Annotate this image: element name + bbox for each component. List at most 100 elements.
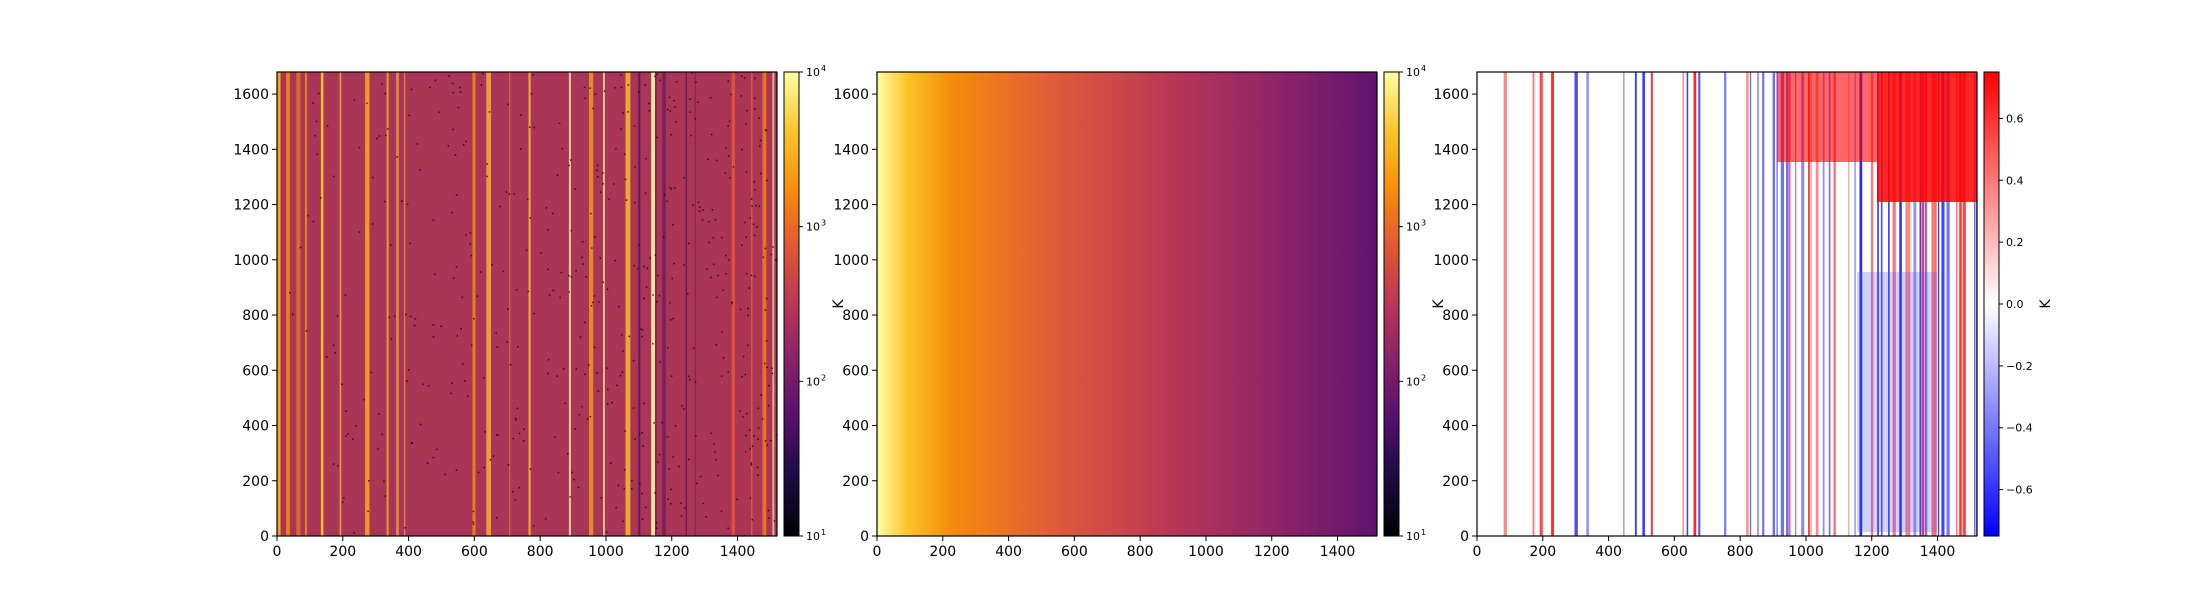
noise-pixel bbox=[509, 364, 512, 366]
residual-stripe bbox=[1946, 72, 1950, 536]
noise-pixel bbox=[456, 335, 458, 337]
noise-pixel bbox=[691, 72, 693, 74]
noise-pixel bbox=[747, 314, 749, 317]
noise-pixel bbox=[739, 308, 742, 311]
noise-pixel bbox=[717, 274, 719, 277]
noise-pixel bbox=[612, 183, 615, 185]
y-tick-label: 1000 bbox=[833, 253, 869, 269]
noise-pixel bbox=[414, 318, 417, 320]
x-tick-label: 600 bbox=[461, 544, 488, 560]
noise-pixel bbox=[390, 244, 392, 246]
colorbar-tick-exponent: 2 bbox=[821, 373, 826, 382]
noise-pixel bbox=[416, 143, 419, 145]
x-tick-label: 600 bbox=[1061, 544, 1088, 560]
noise-pixel bbox=[316, 153, 318, 155]
noise-pixel bbox=[771, 367, 773, 369]
noise-pixel bbox=[675, 81, 678, 83]
noise-pixel bbox=[681, 405, 683, 407]
noise-pixel bbox=[641, 492, 643, 495]
noise-pixel bbox=[648, 110, 651, 112]
noise-pixel bbox=[750, 462, 753, 464]
noise-pixel bbox=[401, 200, 403, 202]
noise-pixel bbox=[749, 497, 752, 499]
noise-pixel bbox=[558, 122, 561, 125]
noise-pixel bbox=[429, 86, 431, 89]
noise-pixel bbox=[764, 309, 767, 311]
noise-pixel bbox=[702, 502, 704, 505]
x-tick-label: 200 bbox=[329, 544, 356, 560]
noise-pixel bbox=[688, 242, 690, 245]
noise-pixel bbox=[548, 294, 551, 296]
noise-pixel bbox=[700, 475, 702, 478]
noise-pixel bbox=[514, 499, 516, 501]
x-tick-label: 0 bbox=[873, 544, 882, 560]
noise-pixel bbox=[436, 448, 438, 451]
noise-pixel bbox=[341, 383, 343, 385]
residual-stripe bbox=[1938, 72, 1940, 536]
noise-pixel bbox=[739, 410, 741, 412]
noise-pixel bbox=[762, 256, 765, 259]
noise-pixel bbox=[390, 338, 393, 340]
noise-pixel bbox=[695, 435, 697, 437]
noise-pixel bbox=[764, 247, 767, 250]
x-tick-label: 1000 bbox=[1188, 544, 1224, 560]
noise-pixel bbox=[514, 417, 517, 420]
residual-stripe bbox=[1634, 72, 1637, 536]
noise-pixel bbox=[697, 201, 700, 203]
noise-pixel bbox=[770, 253, 772, 256]
noise-pixel bbox=[502, 270, 505, 273]
noise-pixel bbox=[353, 99, 356, 101]
y-tick-label: 200 bbox=[242, 474, 269, 490]
noise-pixel bbox=[523, 428, 525, 430]
residual-stripe bbox=[1907, 72, 1911, 536]
noise-pixel bbox=[370, 371, 372, 374]
noise-pixel bbox=[632, 407, 635, 409]
noise-pixel bbox=[438, 111, 440, 113]
noise-pixel bbox=[744, 221, 746, 224]
noise-pixel bbox=[377, 448, 379, 450]
y-tick-label: 200 bbox=[842, 474, 869, 490]
residual-stripe bbox=[1772, 72, 1775, 536]
x-tick-label: 400 bbox=[395, 544, 422, 560]
noise-pixel bbox=[517, 346, 519, 348]
noise-pixel bbox=[720, 236, 723, 239]
noise-pixel bbox=[596, 372, 598, 374]
noise-pixel bbox=[569, 496, 571, 498]
noise-pixel bbox=[673, 99, 675, 102]
noise-pixel bbox=[491, 264, 493, 266]
noise-pixel bbox=[457, 106, 460, 109]
noise-pixel bbox=[694, 118, 696, 120]
noise-pixel bbox=[455, 266, 458, 268]
noise-pixel bbox=[753, 234, 756, 237]
noise-pixel bbox=[461, 296, 464, 298]
noise-pixel bbox=[545, 207, 548, 209]
noise-pixel bbox=[570, 276, 573, 278]
noise-pixel bbox=[751, 445, 754, 447]
noise-pixel bbox=[448, 75, 450, 77]
noise-pixel bbox=[345, 435, 347, 437]
noise-pixel bbox=[344, 294, 347, 296]
dim-stripe bbox=[638, 72, 641, 536]
x-tick-label: 400 bbox=[995, 544, 1022, 560]
residual-stripe bbox=[1822, 72, 1825, 536]
colorbar-tick-exponent: 2 bbox=[1421, 373, 1426, 382]
noise-pixel bbox=[720, 375, 723, 377]
signal-stripe bbox=[568, 72, 571, 536]
x-tick-label: 1400 bbox=[1920, 544, 1956, 560]
noise-pixel bbox=[560, 271, 563, 274]
noise-pixel bbox=[764, 440, 767, 442]
noise-pixel bbox=[725, 254, 727, 257]
noise-pixel bbox=[564, 402, 566, 405]
noise-pixel bbox=[602, 172, 604, 174]
signal-stripe bbox=[751, 72, 753, 536]
noise-pixel bbox=[666, 436, 669, 438]
y-tick-label: 1600 bbox=[833, 87, 869, 103]
noise-pixel bbox=[299, 246, 302, 249]
residual-stripe bbox=[1776, 72, 1778, 536]
x-tick-label: 800 bbox=[1727, 544, 1754, 560]
noise-pixel bbox=[307, 215, 309, 217]
noise-pixel bbox=[516, 407, 519, 410]
noise-pixel bbox=[557, 471, 560, 474]
noise-pixel bbox=[606, 531, 608, 533]
noise-pixel bbox=[641, 329, 644, 331]
